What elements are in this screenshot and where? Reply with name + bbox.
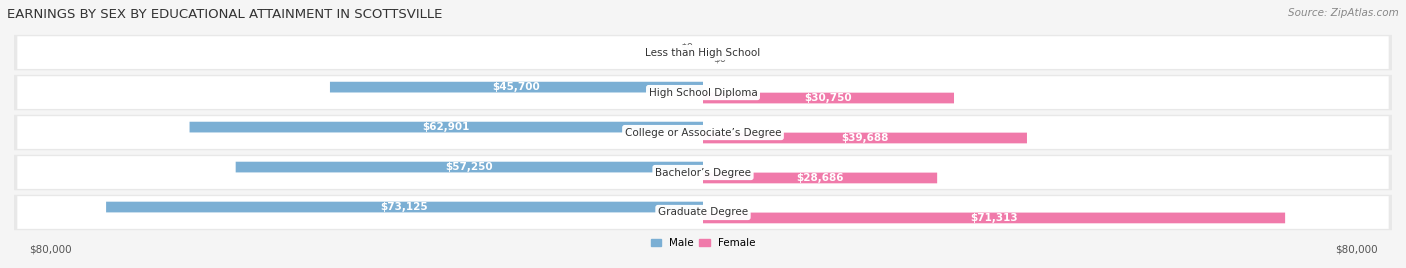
Text: $62,901: $62,901 [423, 122, 470, 132]
Text: $71,313: $71,313 [970, 213, 1018, 223]
FancyBboxPatch shape [703, 213, 1285, 223]
Text: $80,000: $80,000 [1334, 244, 1378, 254]
FancyBboxPatch shape [703, 173, 938, 183]
FancyBboxPatch shape [105, 202, 703, 213]
FancyBboxPatch shape [236, 162, 703, 172]
FancyBboxPatch shape [17, 116, 1389, 149]
Legend: Male, Female: Male, Female [647, 234, 759, 252]
Text: Bachelor’s Degree: Bachelor’s Degree [655, 168, 751, 177]
Text: $0: $0 [713, 53, 725, 63]
Text: $0: $0 [681, 42, 693, 52]
FancyBboxPatch shape [14, 75, 1392, 110]
Text: $57,250: $57,250 [446, 162, 494, 172]
Text: EARNINGS BY SEX BY EDUCATIONAL ATTAINMENT IN SCOTTSVILLE: EARNINGS BY SEX BY EDUCATIONAL ATTAINMEN… [7, 8, 443, 21]
FancyBboxPatch shape [17, 156, 1389, 189]
Text: Less than High School: Less than High School [645, 48, 761, 58]
FancyBboxPatch shape [17, 36, 1389, 69]
Text: $28,686: $28,686 [796, 173, 844, 183]
FancyBboxPatch shape [14, 195, 1392, 230]
Text: $73,125: $73,125 [381, 202, 429, 212]
FancyBboxPatch shape [14, 35, 1392, 70]
Text: College or Associate’s Degree: College or Associate’s Degree [624, 128, 782, 137]
FancyBboxPatch shape [330, 82, 703, 92]
FancyBboxPatch shape [14, 115, 1392, 150]
Text: High School Diploma: High School Diploma [648, 88, 758, 98]
FancyBboxPatch shape [190, 122, 703, 132]
Text: $39,688: $39,688 [841, 133, 889, 143]
Text: Graduate Degree: Graduate Degree [658, 207, 748, 218]
FancyBboxPatch shape [703, 133, 1026, 143]
Text: Source: ZipAtlas.com: Source: ZipAtlas.com [1288, 8, 1399, 18]
FancyBboxPatch shape [17, 196, 1389, 229]
FancyBboxPatch shape [14, 155, 1392, 190]
Text: $30,750: $30,750 [804, 93, 852, 103]
Text: $45,700: $45,700 [492, 82, 540, 92]
Text: $80,000: $80,000 [28, 244, 72, 254]
FancyBboxPatch shape [17, 76, 1389, 109]
FancyBboxPatch shape [703, 93, 955, 103]
